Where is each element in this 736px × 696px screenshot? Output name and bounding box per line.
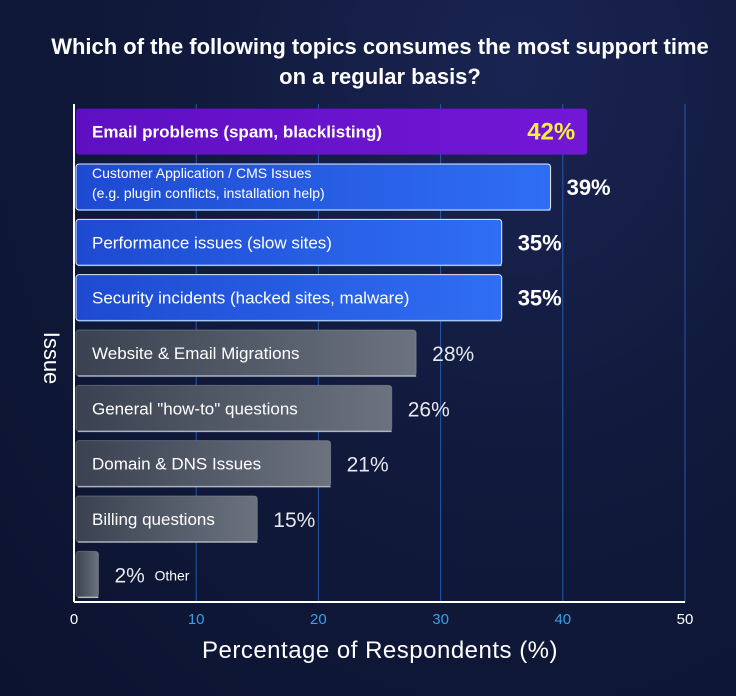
chart-title-line-2: on a regular basis? [279, 64, 481, 89]
category-label: Other [154, 567, 189, 583]
category-label: Email problems (spam, blacklisting) [92, 123, 382, 142]
x-tick-label: 20 [310, 611, 327, 628]
category-label: (e.g. plugin conflicts, installation hel… [92, 185, 325, 201]
x-tick-label: 40 [554, 611, 571, 628]
x-tick-label: 30 [432, 611, 449, 628]
bar-item: Other 2% [75, 550, 190, 599]
category-label: Website & Email Migrations [92, 344, 300, 363]
value-label: 2% [114, 564, 144, 587]
bar-item: Customer Application / CMS Issues (e.g. p… [75, 163, 611, 211]
category-label: Billing questions [92, 510, 215, 529]
category-label: Customer Application / CMS Issues [92, 165, 311, 181]
bar-item: Website & Email Migrations 28% [75, 329, 474, 377]
bar-item: Email problems (spam, blacklisting) 42% [76, 108, 588, 155]
chart-title-line-1: Which of the following topics consumes t… [51, 34, 709, 59]
bar [75, 550, 99, 598]
axes [73, 104, 685, 603]
value-label: 42% [527, 119, 575, 146]
category-label: Performance issues (slow sites) [92, 233, 332, 252]
category-label: Security incidents (hacked sites, malwar… [92, 289, 409, 308]
bar-item: Domain & DNS Issues 21% [75, 440, 389, 488]
bar-item: Security incidents (hacked sites, malwar… [75, 274, 562, 322]
value-label: 21% [347, 454, 389, 477]
value-label: 28% [432, 343, 474, 366]
bar-item: General "how-to" questions 26% [75, 384, 450, 433]
x-axis-label: Percentage of Respondents (%) [202, 637, 558, 664]
category-label: General "how-to" questions [92, 399, 298, 418]
bars-group: Email problems (spam, blacklisting) 42% Cu… [75, 108, 611, 599]
value-label: 15% [273, 509, 315, 532]
x-tick-label: 0 [70, 611, 78, 628]
x-axis-ticks: 0 10 20 30 40 50 [70, 611, 694, 628]
bar-item: Billing questions 15% [75, 495, 315, 543]
bar-item: Performance issues (slow sites) 35% [75, 218, 562, 267]
value-label: 35% [518, 230, 562, 255]
value-label: 35% [518, 286, 562, 311]
bar [76, 108, 588, 155]
y-axis-label: Issue [39, 332, 64, 385]
value-label: 39% [567, 175, 611, 200]
category-label: Domain & DNS Issues [92, 455, 261, 474]
x-tick-label: 50 [677, 611, 694, 628]
value-label: 26% [408, 398, 450, 421]
x-tick-label: 10 [188, 611, 205, 628]
